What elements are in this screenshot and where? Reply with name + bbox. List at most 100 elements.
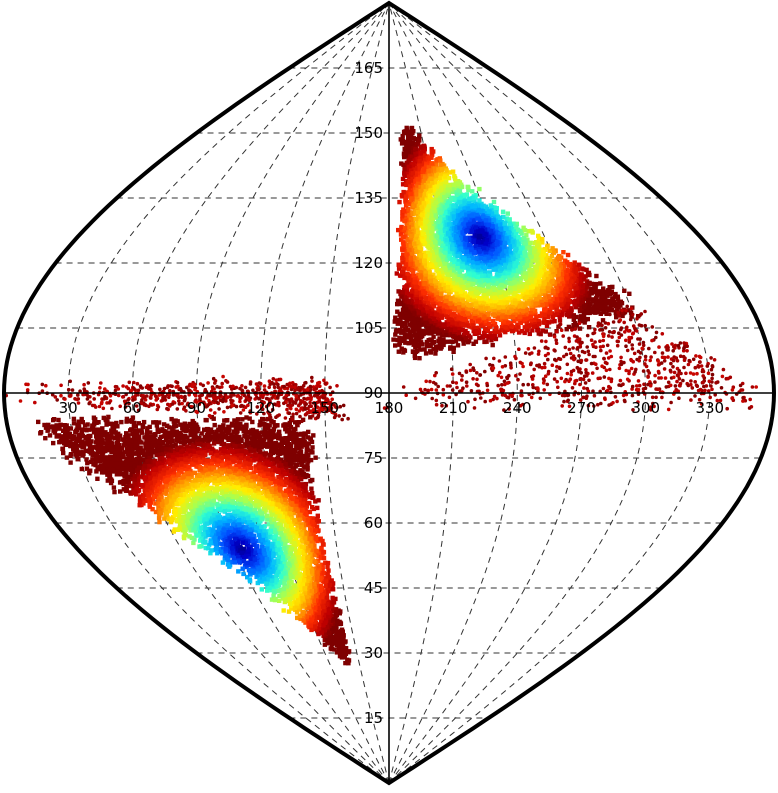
density-point: [535, 243, 539, 247]
density-point: [586, 298, 590, 302]
density-point: [490, 224, 494, 228]
density-point: [441, 323, 445, 327]
density-point: [475, 257, 479, 261]
density-point: [469, 291, 473, 295]
density-point: [430, 150, 434, 154]
density-point: [393, 332, 397, 336]
density-point: [415, 299, 419, 303]
density-point: [504, 227, 508, 231]
density-point: [423, 176, 427, 180]
density-point: [397, 343, 401, 347]
density-point: [434, 213, 438, 217]
density-point: [530, 229, 534, 233]
density-point: [542, 281, 546, 285]
density-point: [489, 252, 493, 256]
density-point: [550, 246, 554, 250]
density-point: [407, 225, 411, 229]
density-point: [596, 303, 600, 307]
density-point: [452, 174, 456, 178]
density-point: [412, 312, 416, 316]
density-point: [422, 259, 426, 263]
density-point: [515, 269, 519, 273]
density-point: [501, 210, 505, 214]
density-point: [456, 209, 460, 213]
density-point: [513, 286, 517, 290]
density-point: [476, 240, 480, 244]
density-point: [535, 328, 539, 332]
density-point: [413, 354, 417, 358]
density-point: [566, 253, 570, 257]
density-point: [449, 339, 453, 343]
density-point: [572, 302, 576, 306]
density-point: [438, 346, 442, 350]
density-point: [542, 320, 546, 324]
density-point: [627, 292, 631, 296]
density-point: [444, 168, 448, 172]
density-point: [529, 290, 533, 294]
density-point: [406, 180, 410, 184]
density-point: [478, 296, 482, 300]
density-point: [578, 307, 582, 311]
density-point: [414, 192, 418, 196]
density-point: [511, 240, 515, 244]
density-point: [474, 225, 478, 229]
density-point: [401, 177, 405, 181]
density-point: [502, 245, 506, 249]
density-point: [497, 305, 501, 309]
density-point: [503, 221, 507, 225]
density-point: [548, 258, 552, 262]
density-point: [400, 270, 404, 274]
density-point: [404, 253, 408, 257]
density-point: [466, 206, 470, 210]
density-point: [446, 188, 450, 192]
density-point: [483, 266, 487, 270]
density-point: [588, 302, 592, 306]
density-point: [437, 336, 441, 340]
density-point: [519, 321, 523, 325]
density-point: [409, 234, 413, 238]
density-point: [521, 309, 525, 313]
density-point: [591, 306, 595, 310]
density-point: [492, 268, 496, 272]
density-point: [516, 228, 520, 232]
density-point: [406, 207, 410, 211]
density-point: [475, 261, 479, 265]
density-point: [485, 238, 489, 242]
density-point: [417, 356, 421, 360]
density-point: [475, 217, 479, 221]
density-point: [513, 301, 517, 305]
density-point: [460, 230, 464, 234]
density-point: [438, 198, 442, 202]
density-point: [561, 250, 565, 254]
density-point: [557, 268, 561, 272]
density-point: [438, 231, 442, 235]
density-point: [424, 297, 428, 301]
density-point: [429, 263, 433, 267]
density-point: [410, 141, 414, 145]
density-point: [523, 253, 527, 257]
density-point: [438, 262, 442, 266]
density-point: [590, 310, 594, 314]
density-point: [404, 307, 408, 311]
density-point: [573, 260, 577, 264]
density-point: [544, 273, 548, 277]
density-point: [498, 300, 502, 304]
density-point: [406, 145, 410, 149]
density-point: [470, 189, 474, 193]
density-point: [577, 263, 581, 267]
density-point: [533, 302, 537, 306]
density-point: [491, 343, 495, 347]
density-point: [466, 185, 470, 189]
density-point: [556, 256, 560, 260]
density-point: [484, 242, 488, 246]
density-point: [457, 226, 461, 230]
density-point: [402, 167, 406, 171]
density-point: [456, 343, 460, 347]
density-point: [411, 349, 415, 353]
density-point: [543, 313, 547, 317]
density-point: [478, 249, 482, 253]
density-point: [406, 130, 410, 134]
density-point: [453, 298, 457, 302]
density-point: [594, 274, 598, 278]
